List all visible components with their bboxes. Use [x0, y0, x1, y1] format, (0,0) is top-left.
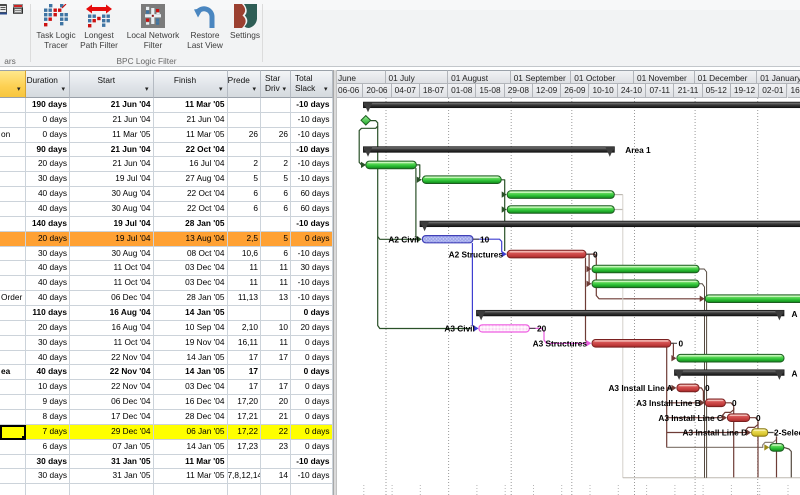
svg-text:A: A: [791, 368, 797, 378]
svg-text:10: 10: [480, 234, 490, 244]
svg-text:A3 Structures: A3 Structures: [532, 339, 587, 349]
svg-text:0: 0: [705, 383, 710, 393]
svg-text:A3 Install Line B: A3 Install Line B: [636, 398, 701, 408]
svg-text:0: 0: [678, 339, 683, 349]
svg-text:2-Selec: 2-Selec: [774, 428, 800, 438]
svg-text:Area 1: Area 1: [625, 145, 651, 155]
svg-text:A3 Install Line C: A3 Install Line C: [658, 413, 723, 423]
svg-text:0: 0: [593, 249, 598, 259]
svg-text:A3 Install Line D: A3 Install Line D: [682, 428, 747, 438]
svg-text:0: 0: [756, 413, 761, 423]
svg-text:A2 Structures: A2 Structures: [448, 249, 503, 259]
svg-text:A3 Install Line A: A3 Install Line A: [608, 383, 672, 393]
svg-text:20: 20: [537, 324, 547, 334]
svg-text:A2 Civil: A2 Civil: [388, 234, 418, 244]
svg-text:A: A: [791, 309, 797, 319]
svg-text:0: 0: [732, 398, 737, 408]
svg-text:A3 Civil: A3 Civil: [444, 324, 474, 334]
